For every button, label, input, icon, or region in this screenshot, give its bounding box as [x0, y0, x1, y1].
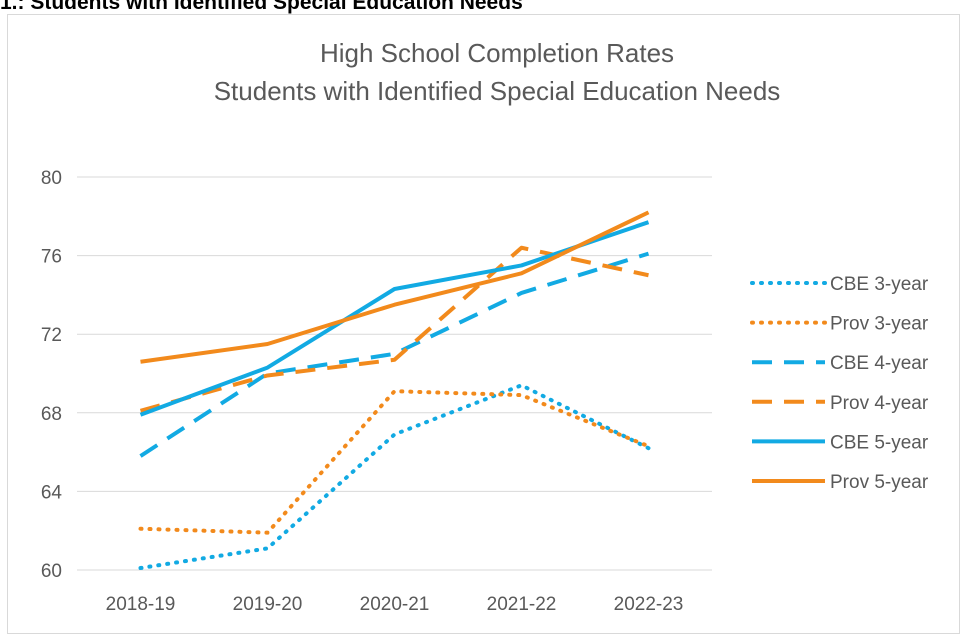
chart-subtitle: Students with Identified Special Educati… [214, 76, 781, 106]
series-line-cbe-4-year [139, 251, 650, 458]
x-tick-label: 2020-21 [360, 594, 430, 615]
y-tick-label: 64 [41, 482, 63, 503]
legend-label: Prov 5-year [830, 472, 929, 493]
y-tick-label: 76 [41, 247, 62, 268]
series-line-prov-4-year [139, 245, 649, 413]
series-line-prov-3-year [138, 389, 651, 535]
legend-label: CBE 5-year [830, 432, 929, 453]
legend-label: Prov 3-year [830, 314, 929, 335]
legend-label: CBE 3-year [830, 274, 929, 295]
series-lines [138, 210, 651, 571]
x-tick-label: 2018-19 [106, 594, 176, 615]
legend-label: CBE 4-year [830, 353, 929, 374]
legend-label: Prov 4-year [830, 393, 929, 414]
chart-title: High School Completion Rates [320, 38, 674, 68]
x-tick-label: 2022-23 [614, 594, 684, 615]
line-chart: High School Completion Rates Students wi… [41, 38, 929, 615]
y-axis-ticks: 60 64 68 72 76 80 [41, 168, 63, 582]
x-tick-label: 2021-22 [487, 594, 557, 615]
y-tick-label: 68 [41, 404, 62, 425]
section-heading: 1.: Students with Identified Special Edu… [0, 0, 523, 14]
y-tick-label: 60 [41, 561, 62, 582]
series-line-prov-5-year [140, 210, 650, 364]
y-tick-label: 80 [41, 168, 62, 189]
y-tick-label: 72 [41, 325, 62, 346]
gridlines [77, 176, 712, 571]
series-line-cbe-3-year [138, 383, 651, 571]
legend: CBE 3-year Prov 3-year CBE 4-year Prov 4-ye… [750, 274, 929, 493]
x-tick-label: 2019-20 [233, 594, 303, 615]
x-axis-ticks: 2018-19 2019-20 2020-21 2021-22 2022-23 [106, 594, 684, 615]
